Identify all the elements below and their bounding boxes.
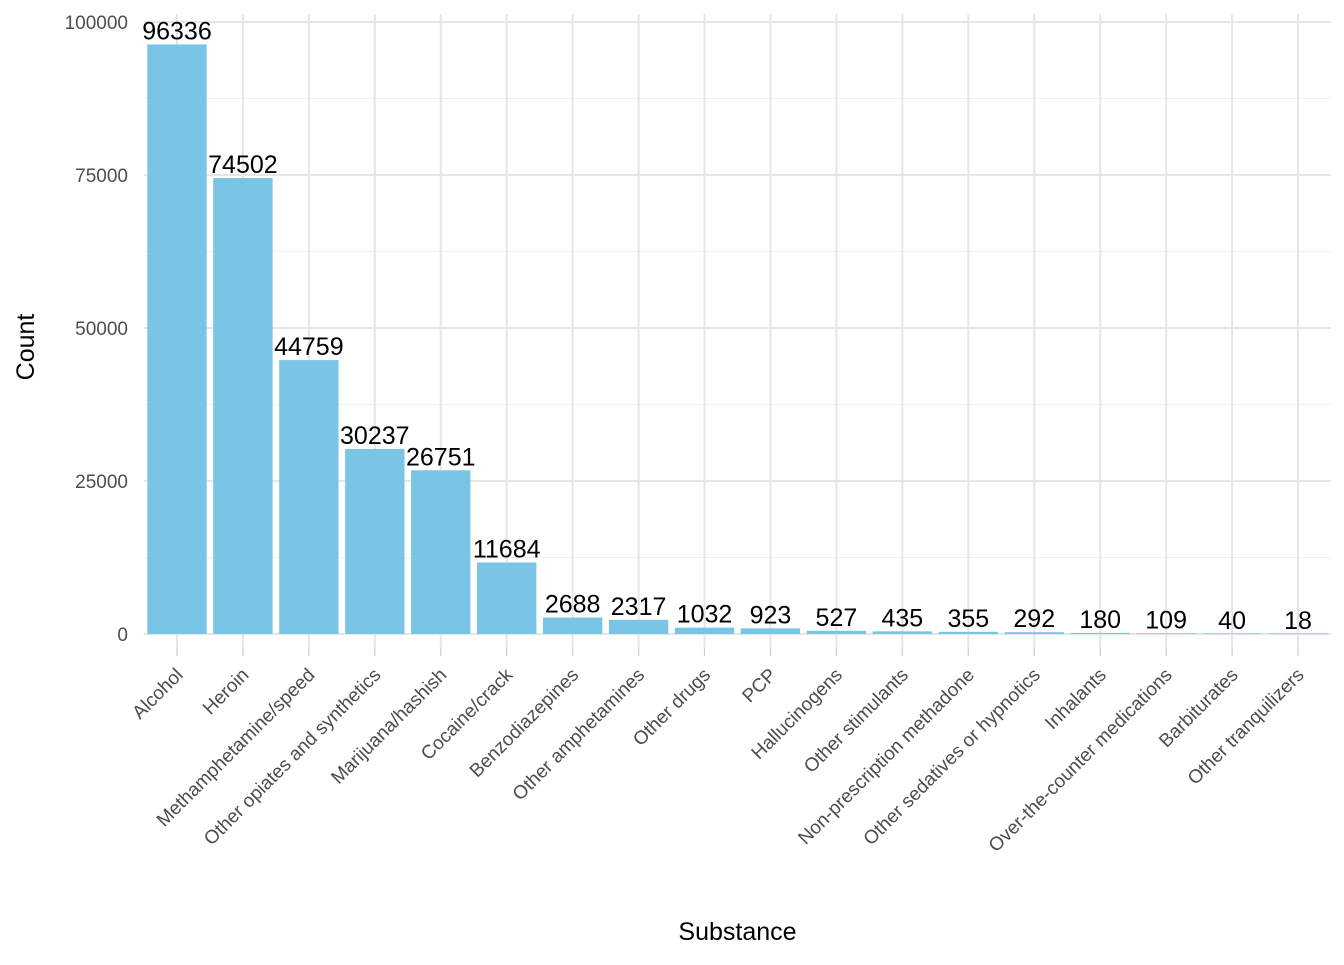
data-label: 44759 (274, 333, 344, 361)
data-label: 527 (816, 604, 858, 632)
bar (872, 631, 933, 634)
bar (411, 470, 471, 634)
data-label: 292 (1013, 605, 1055, 633)
bar (477, 562, 537, 634)
x-tick-label: Other amphetamines (509, 665, 649, 805)
y-tick-label: 50000 (75, 319, 128, 340)
bar (1004, 632, 1064, 634)
bar (1070, 632, 1130, 634)
bar (806, 630, 867, 634)
data-label: 96336 (142, 17, 212, 45)
x-tick-label: PCP (739, 665, 781, 707)
bar (542, 617, 603, 634)
bar (674, 627, 735, 634)
data-label: 180 (1079, 606, 1121, 634)
x-tick-label: Alcohol (129, 665, 188, 724)
data-label: 923 (750, 601, 792, 629)
x-tick-label: Marijuana/hashish (327, 665, 451, 789)
y-tick-label: 0 (117, 625, 128, 646)
bars-layer (147, 44, 1328, 634)
bar (213, 178, 273, 634)
x-tick-label: Heroin (199, 665, 253, 719)
data-label: 11684 (473, 535, 541, 563)
bar (608, 619, 669, 634)
bar (1268, 633, 1328, 634)
data-label: 2317 (611, 593, 667, 621)
x-tick-label: Other tranquilizers (1184, 665, 1309, 790)
bar (740, 628, 801, 634)
data-label: 109 (1145, 606, 1187, 634)
bar (147, 44, 207, 634)
data-label: 40 (1218, 607, 1246, 635)
y-tick-label: 25000 (75, 472, 128, 493)
y-tick-label: 100000 (65, 13, 128, 34)
x-axis-title: Substance (678, 918, 796, 946)
data-label: 26751 (406, 443, 476, 471)
data-label: 2688 (545, 591, 601, 619)
y-axis: 0 25000 50000 75000 100000 (65, 13, 128, 646)
bar (279, 360, 339, 634)
y-tick-label: 75000 (75, 166, 128, 187)
bar (345, 448, 405, 634)
bar (1136, 633, 1196, 634)
data-label: 435 (882, 604, 924, 632)
data-label: 1032 (677, 601, 733, 629)
bar (1202, 633, 1262, 634)
data-label: 18 (1284, 607, 1312, 635)
x-axis: Alcohol HeroinMethamphetamine/speedOther … (129, 648, 1309, 857)
data-label: 74502 (208, 151, 278, 179)
data-label: 30237 (340, 422, 410, 450)
y-axis-title: Count (12, 314, 40, 381)
x-tick-label: Inhalants (1041, 665, 1110, 734)
bar (938, 631, 998, 634)
data-label: 355 (947, 605, 989, 633)
